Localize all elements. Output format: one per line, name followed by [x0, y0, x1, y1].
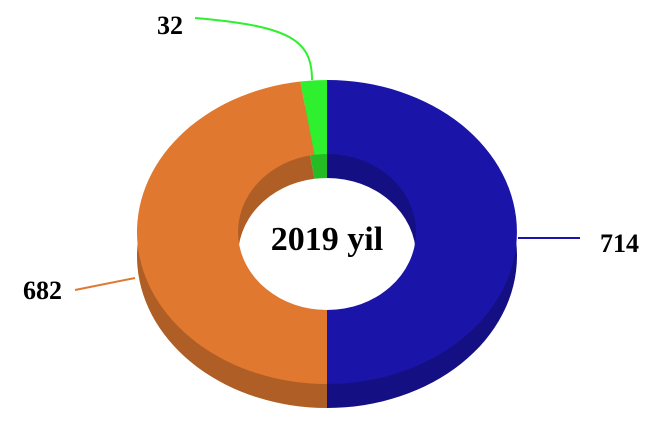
center-label: 2019 yil: [271, 221, 383, 258]
data-label: 682: [23, 276, 62, 305]
data-label: 32: [157, 11, 183, 40]
slice: [137, 81, 327, 384]
slices: [137, 80, 517, 408]
data-label: 714: [600, 229, 639, 258]
slice: [300, 80, 327, 155]
slice: [327, 80, 517, 384]
leader-line: [194, 17, 313, 81]
leader-line: [74, 277, 136, 291]
